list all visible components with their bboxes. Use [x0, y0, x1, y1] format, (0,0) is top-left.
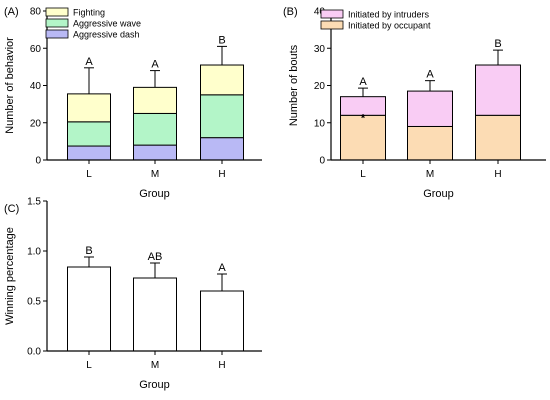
panel-3-bar-L-s0: [67, 266, 111, 352]
panel-2-xtick-label-H: H: [494, 169, 501, 180]
panel-2-ylabel: Number of bouts: [288, 44, 300, 126]
panel-2-bar-M-s0: [407, 125, 453, 161]
panel-1-legend-swatch-1: [45, 18, 69, 28]
panel-1-bar-M-s1: [133, 112, 177, 146]
panel-2-xlabel: Group: [423, 188, 454, 200]
panel-1-ytick-label-0: 0: [35, 156, 41, 167]
panel-1-legend-label-0: Fighting: [73, 8, 105, 18]
panel-3-label: (C): [4, 203, 19, 215]
panel-3-xtick-label-L: L: [86, 360, 92, 371]
panel-1-label: (A): [4, 6, 19, 18]
panel-3-ytick-label-1: 0.5: [27, 297, 41, 308]
panel-3-bar-H-s0: [200, 290, 244, 352]
panel-1-bar-H-s1: [200, 94, 244, 139]
panel-1-legend-swatch-2: [45, 29, 69, 39]
panel-2-legend-swatch-0: [320, 9, 344, 19]
panel-2-ytick-label-2: 20: [314, 81, 326, 92]
panel-2-label: (B): [283, 6, 298, 18]
panel-1-sig-H: B: [218, 34, 225, 46]
panel-2-xtick-label-L: L: [360, 169, 366, 180]
panel-1-xtick-label-M: M: [151, 169, 159, 180]
panel-3-ytick-label-0: 0.0: [27, 347, 41, 358]
panel-3-sig-M: AB: [148, 251, 163, 263]
panel-1-sig-M: A: [151, 59, 159, 71]
panel-2-bar-M-s1: [407, 90, 453, 127]
panel-1-legend-swatch-0: [45, 7, 69, 17]
panel-1-xtick-label-L: L: [86, 169, 92, 180]
panel-3-ytick-label-2: 1.0: [27, 247, 41, 258]
panel-3-xtick-label-M: M: [151, 360, 159, 371]
panel-1-bar-L-s0: [67, 145, 111, 161]
panel-2-sig-H: B: [494, 38, 501, 50]
panel-1-bar-L-s1: [67, 121, 111, 147]
panel-3-ytick-label-3: 1.5: [27, 197, 41, 208]
panel-1-ylabel: Number of behavior: [4, 37, 16, 134]
panel-1-bar-M-s2: [133, 86, 177, 114]
panel-2-bar-H-s1: [475, 64, 521, 116]
panel-2-ytick-label-3: 30: [314, 44, 326, 55]
panel-1-bar-H-s2: [200, 64, 244, 96]
panel-1-xlabel: Group: [139, 188, 170, 200]
panel-1-bar-H-s0: [200, 137, 244, 161]
panel-3-bar-M-s0: [133, 277, 177, 352]
panel-2-ytick-label-0: 0: [319, 156, 325, 167]
panel-1-ytick-label-2: 40: [30, 81, 42, 92]
panel-2-legend-label-0: Initiated by intruders: [348, 10, 430, 20]
panel-2-ytick-label-4: 40: [314, 7, 326, 18]
panel-2-sig-M: A: [426, 69, 434, 81]
panel-1-sig-L: A: [85, 56, 93, 68]
panel-2-legend-swatch-1: [320, 20, 344, 30]
panel-3-ylabel: Winning percentage: [4, 227, 16, 325]
panel-3-sig-H: A: [218, 262, 226, 274]
panel-1-legend-label-1: Aggressive wave: [73, 19, 141, 29]
panel-1-bar-L-s2: [67, 93, 111, 123]
panel-1-ytick-label-3: 60: [30, 44, 42, 55]
panel-3-xtick-label-H: H: [218, 360, 225, 371]
panel-2-bar-H-s0: [475, 114, 521, 161]
panel-3-sig-L: B: [85, 245, 92, 257]
panel-2-legend-label-1: Initiated by occupant: [348, 21, 431, 31]
panel-1-legend-label-2: Aggressive dash: [73, 30, 140, 40]
panel-1-ytick-label-1: 20: [30, 118, 42, 129]
panel-1-xtick-label-H: H: [218, 169, 225, 180]
panel-2-sig-L: A: [359, 76, 367, 88]
panel-3-xlabel: Group: [139, 379, 170, 391]
panel-2-ytick-label-1: 10: [314, 118, 326, 129]
panel-1-bar-M-s0: [133, 144, 177, 161]
panel-1-ytick-label-4: 80: [30, 7, 42, 18]
panel-2-xtick-label-M: M: [426, 169, 434, 180]
panel-2-annotation: *: [361, 112, 366, 124]
